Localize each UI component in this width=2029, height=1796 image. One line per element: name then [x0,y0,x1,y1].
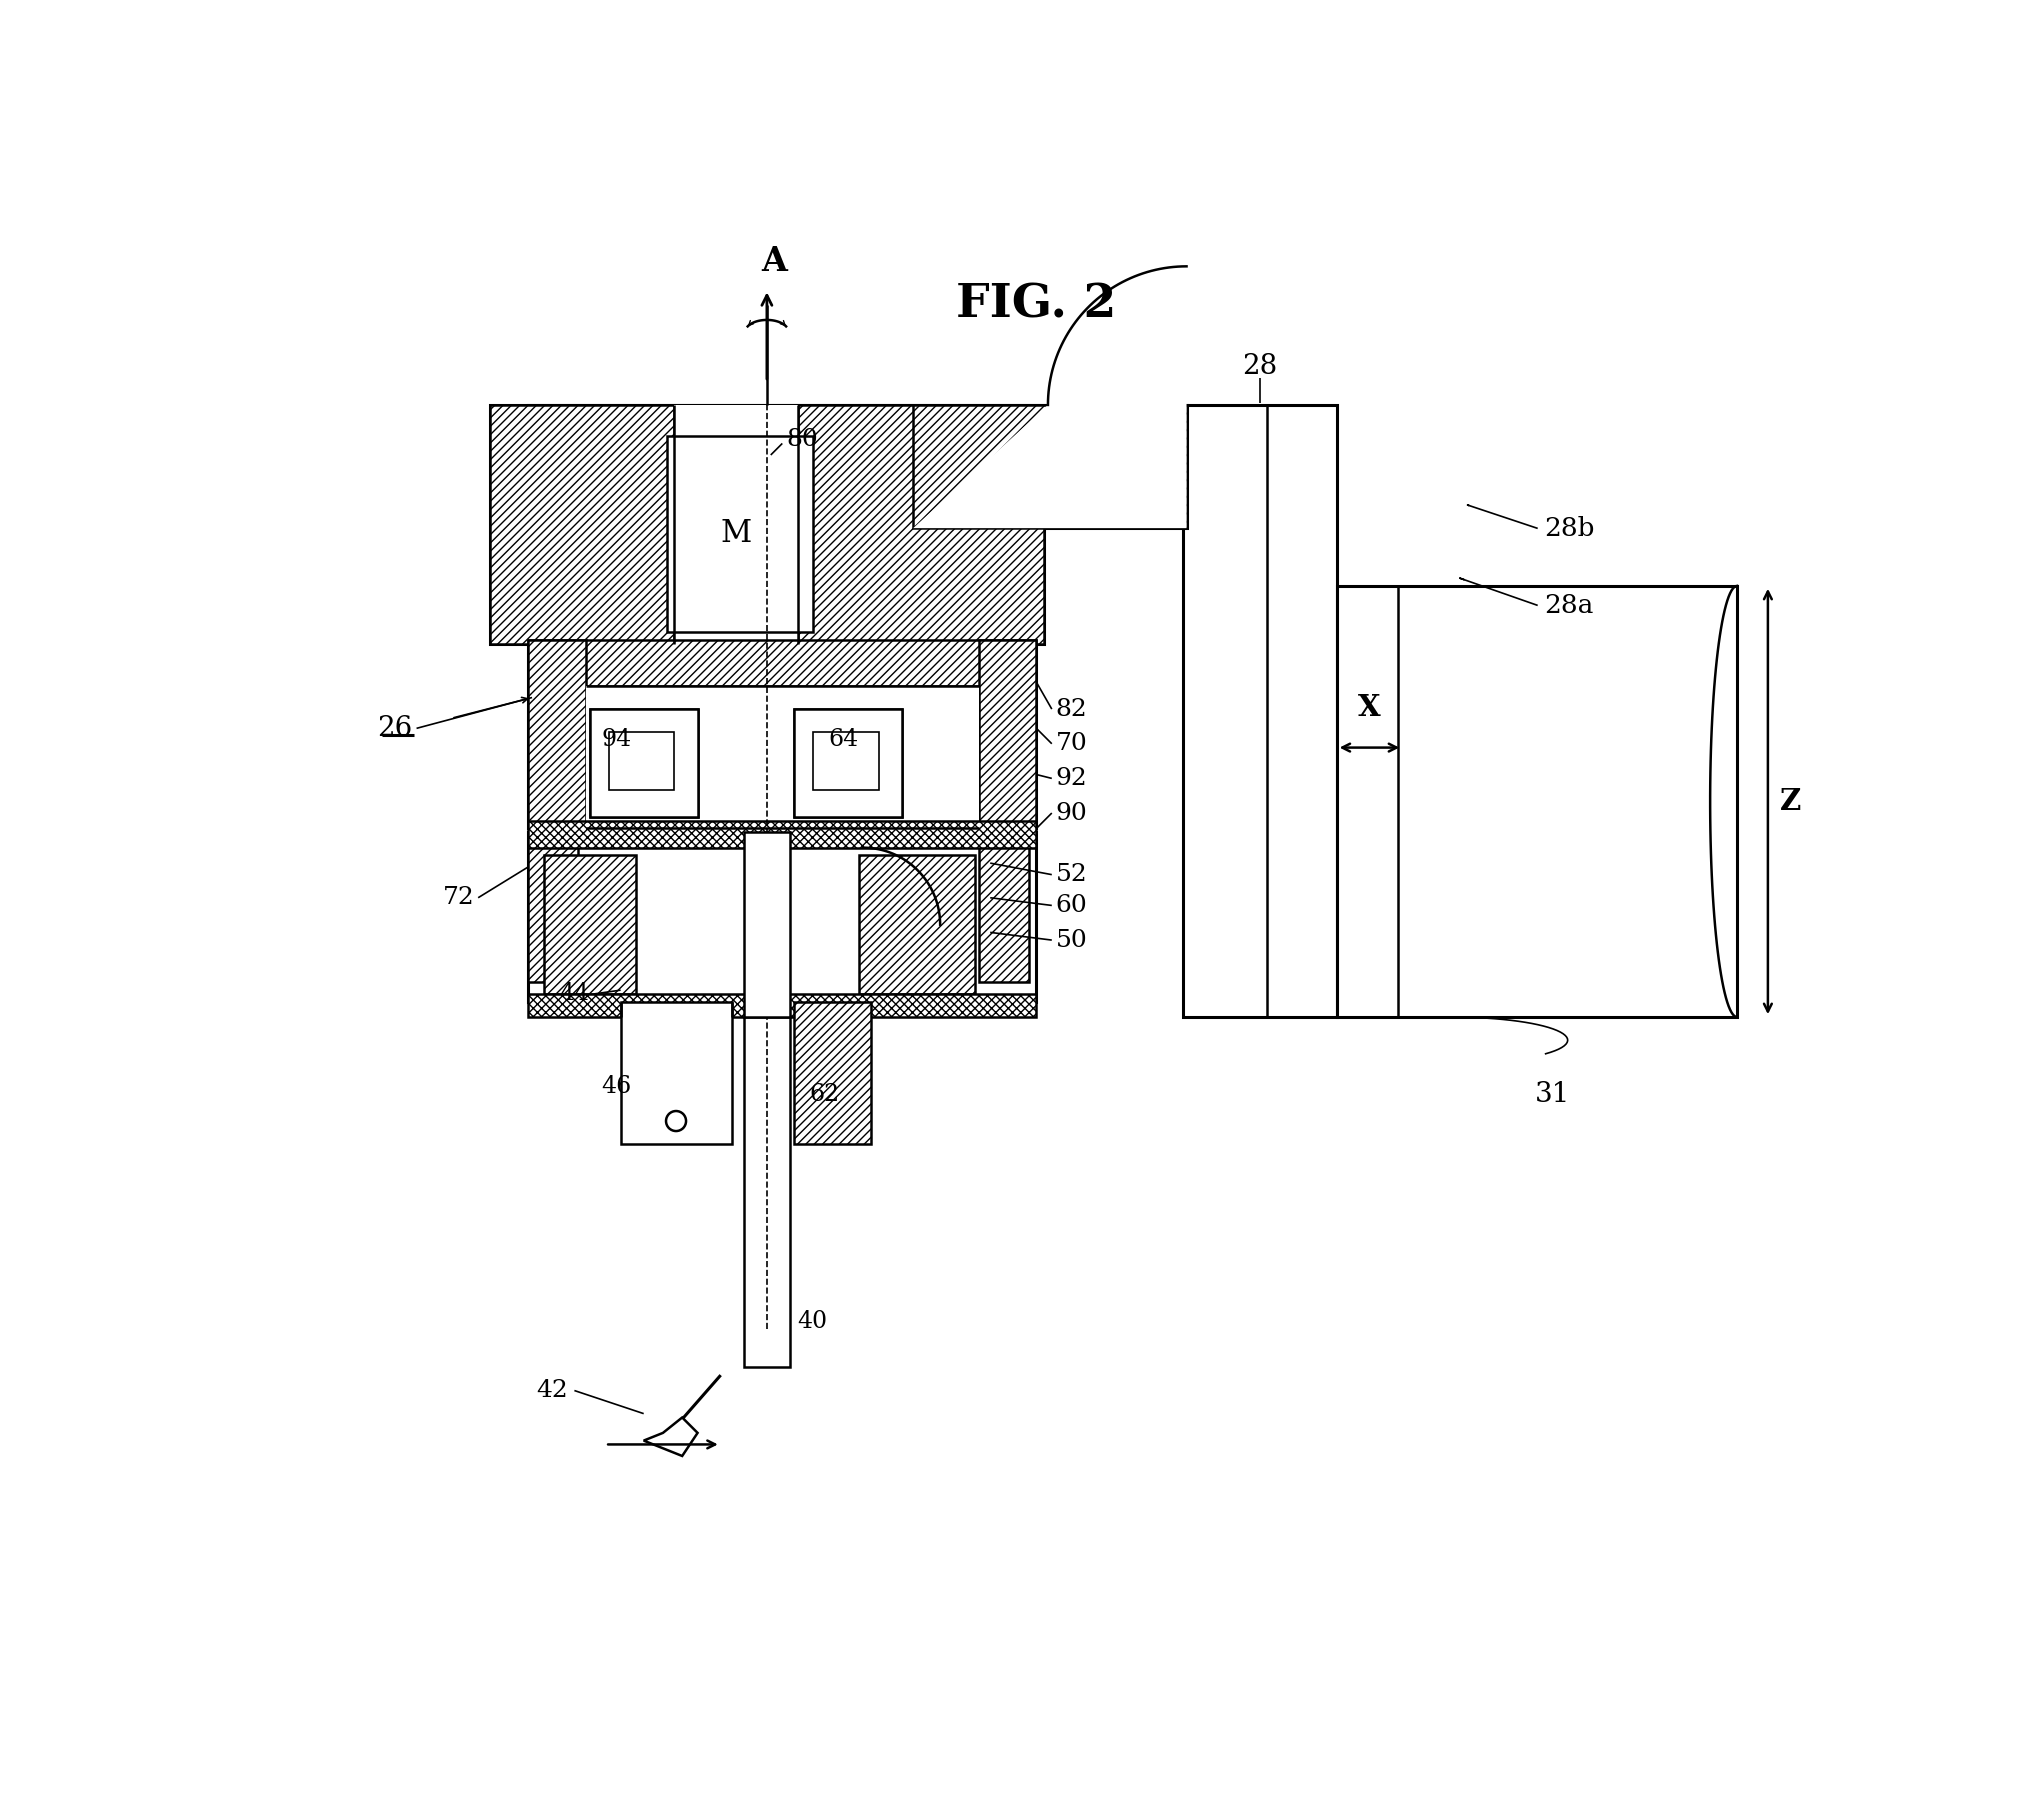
Text: 26: 26 [377,715,412,742]
Bar [745,1013,789,1367]
Bar [590,709,698,817]
Bar [793,1002,870,1144]
Bar [814,733,879,790]
Bar [528,832,578,982]
Text: Z: Z [1779,787,1800,815]
Bar [528,639,1037,686]
Bar [528,404,1187,528]
Text: 82: 82 [1055,697,1088,720]
Bar [674,404,797,643]
Bar [860,855,974,993]
Text: 40: 40 [797,1309,828,1333]
Bar [586,686,978,828]
Bar [1337,585,1737,1017]
Bar [621,1002,732,1144]
Bar [590,709,698,817]
Text: 28: 28 [1242,354,1278,381]
Bar [1183,404,1337,1017]
Bar [745,832,789,1017]
Text: 28a: 28a [1544,593,1595,618]
Bar [528,993,1037,1017]
Bar [528,639,1037,828]
Text: 42: 42 [536,1379,568,1403]
Bar [544,855,635,993]
Bar [793,709,901,817]
Bar [668,436,814,632]
Text: M: M [720,517,751,550]
Text: 50: 50 [1055,929,1088,952]
Text: 31: 31 [1534,1081,1570,1108]
Text: 80: 80 [785,427,818,451]
Text: 70: 70 [1055,733,1088,756]
Polygon shape [913,266,1187,528]
Text: 64: 64 [828,729,858,751]
Text: 62: 62 [810,1083,840,1106]
Text: 44: 44 [560,982,590,1006]
Bar [528,821,1037,848]
Bar [609,733,674,790]
Bar [913,404,1187,528]
Text: A: A [761,244,787,278]
Text: 46: 46 [601,1074,631,1097]
Text: 72: 72 [442,885,475,909]
Polygon shape [643,1417,698,1457]
Bar [978,639,1037,828]
Bar [978,832,1029,982]
Bar [793,709,901,817]
Text: 94: 94 [603,729,631,751]
Bar [489,404,674,643]
Text: 28b: 28b [1544,515,1595,541]
Bar [489,404,1045,643]
Text: 92: 92 [1055,767,1088,790]
Bar [528,639,586,828]
Text: 52: 52 [1055,864,1088,885]
Text: 90: 90 [1055,801,1088,824]
Bar [528,832,1037,1002]
Text: FIG. 2: FIG. 2 [956,282,1116,329]
Text: X: X [1357,693,1380,722]
Text: 60: 60 [1055,894,1088,918]
Bar [797,404,1045,643]
